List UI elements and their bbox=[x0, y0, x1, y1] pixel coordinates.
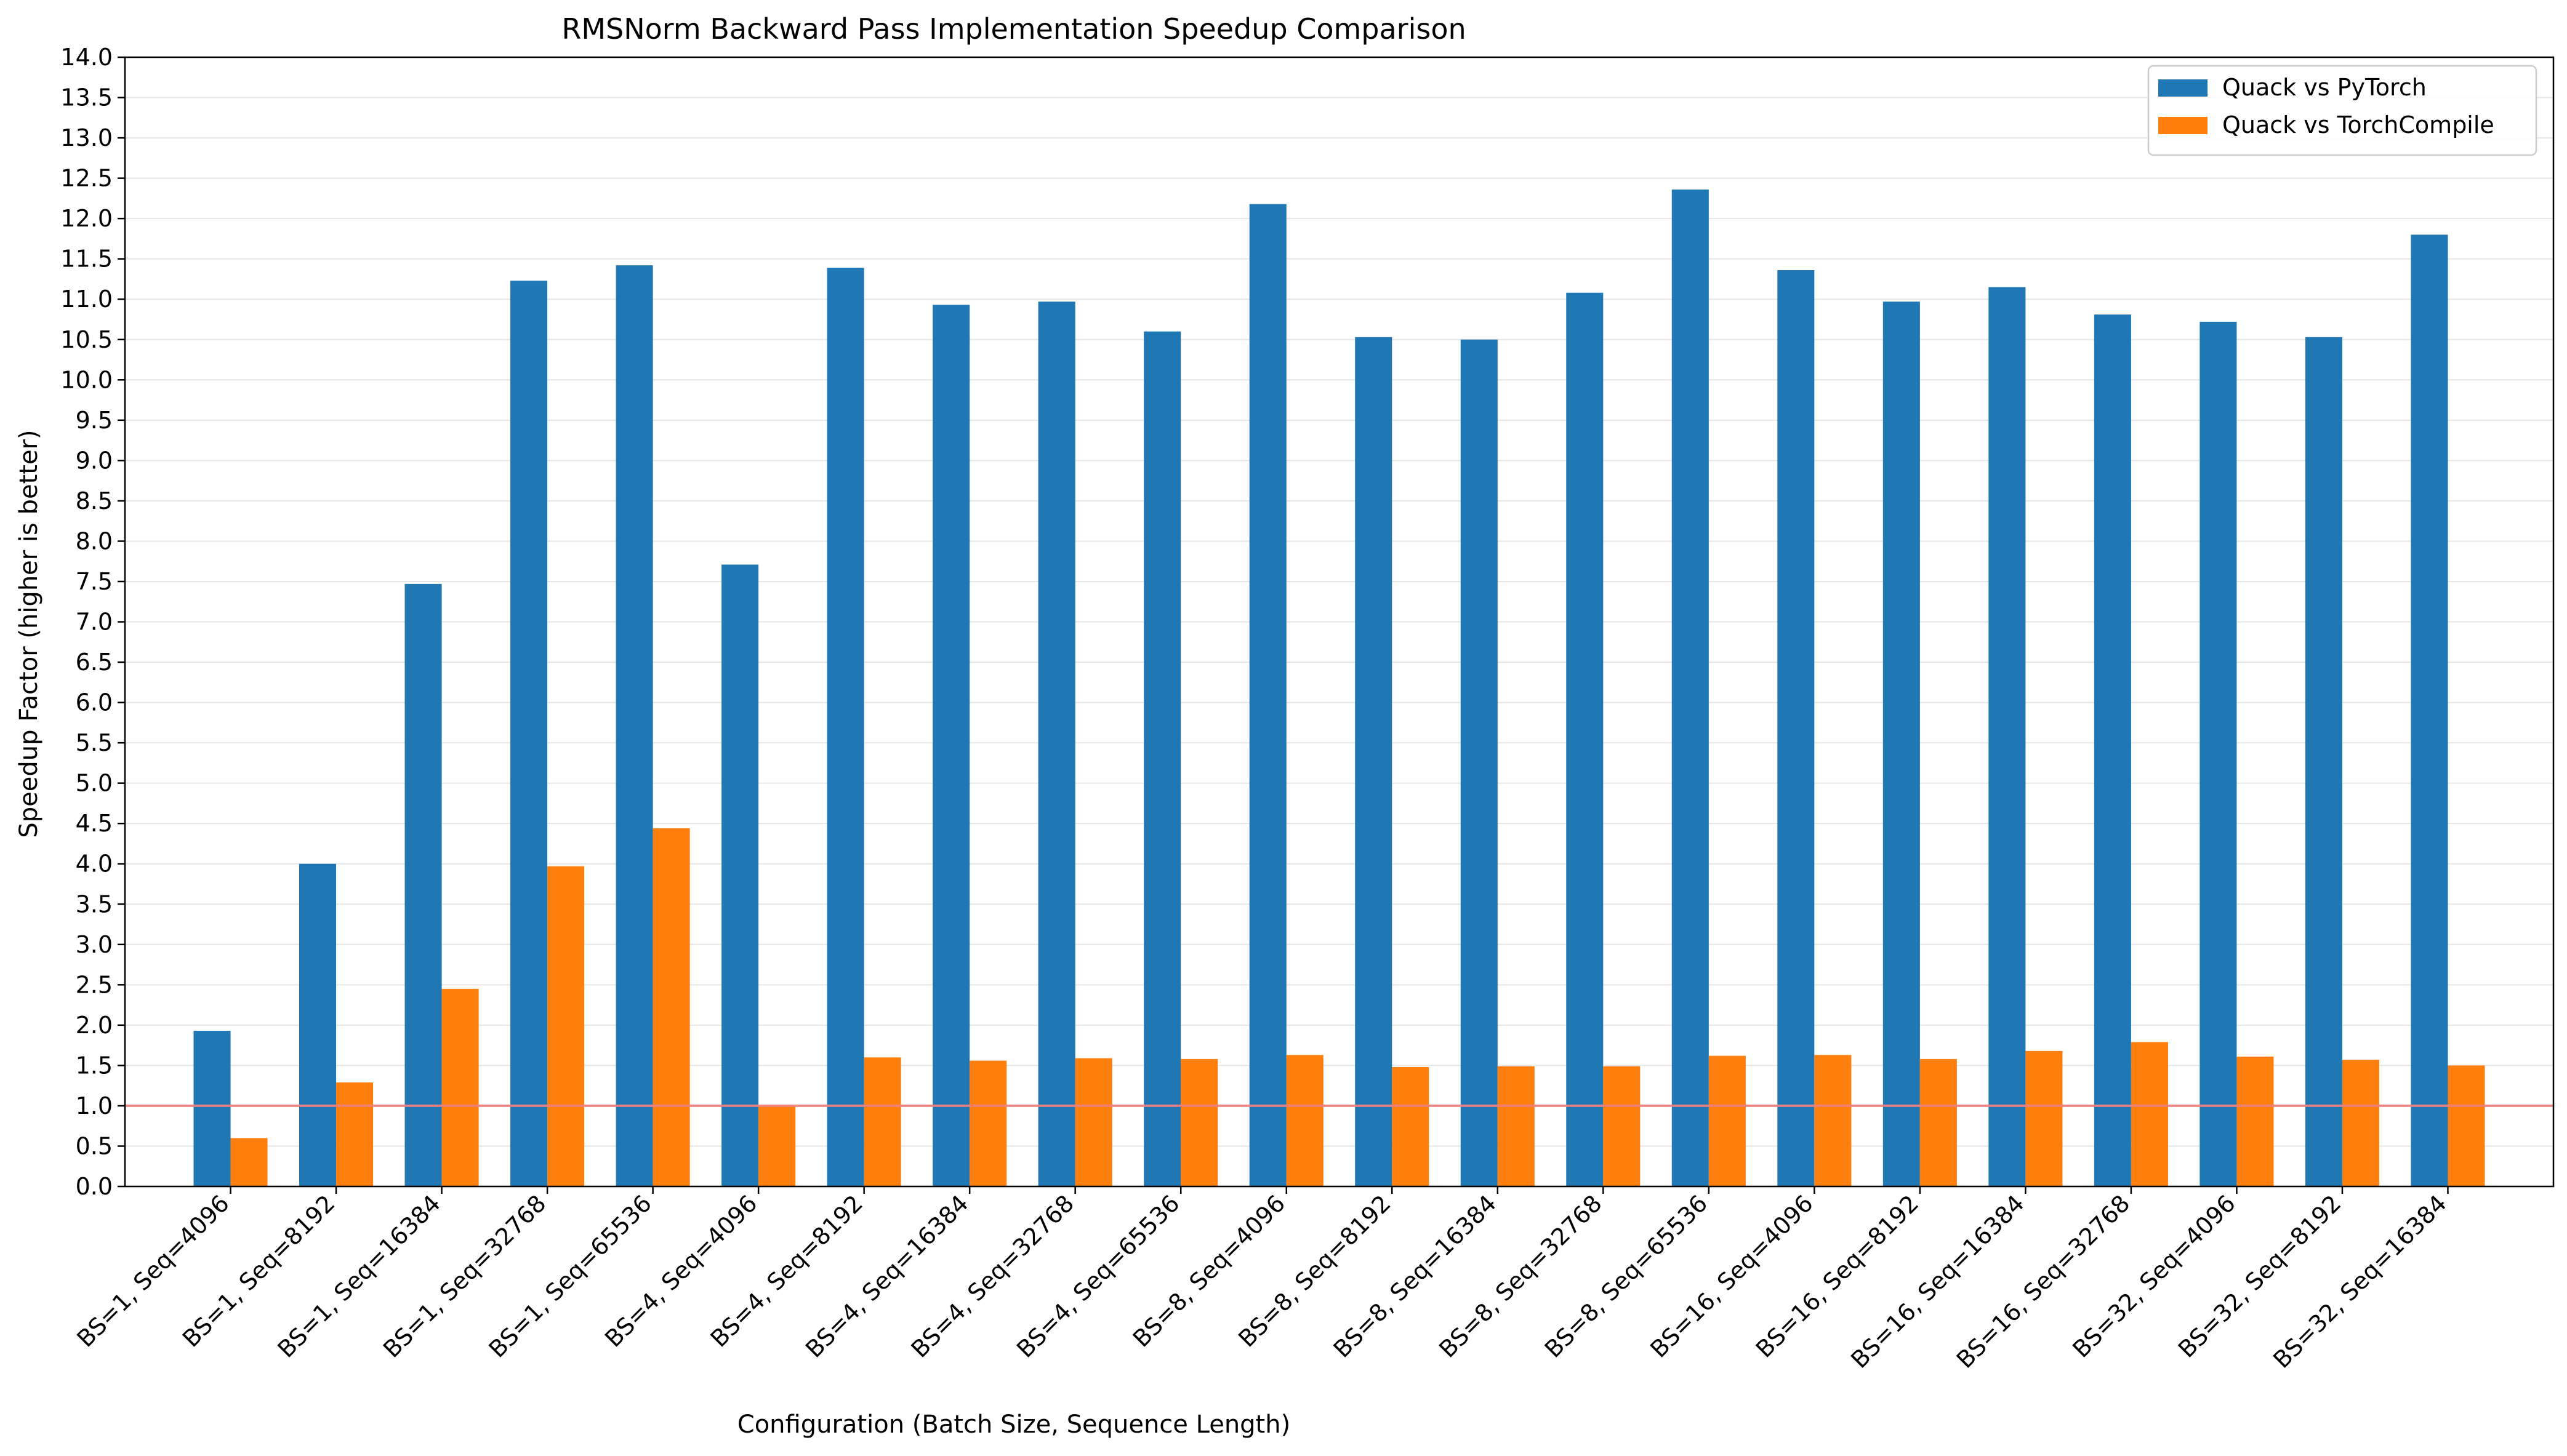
bar-pytorch bbox=[1777, 270, 1815, 1186]
bar-pytorch bbox=[1249, 204, 1287, 1186]
bar-torchcompile bbox=[1392, 1067, 1429, 1186]
bar-torchcompile bbox=[1814, 1055, 1852, 1186]
bar-pytorch bbox=[299, 863, 337, 1186]
bar-torchcompile bbox=[1919, 1058, 1957, 1186]
bar-pytorch bbox=[1460, 339, 1498, 1186]
bar-torchcompile bbox=[2236, 1056, 2274, 1186]
bar-pytorch bbox=[1144, 331, 1181, 1187]
bar-torchcompile bbox=[653, 828, 690, 1186]
y-tick-label: 2.5 bbox=[76, 971, 113, 998]
bar-pytorch bbox=[721, 564, 759, 1186]
bar-pytorch bbox=[1355, 337, 1392, 1186]
y-tick-label: 3.0 bbox=[76, 931, 113, 958]
y-tick-label: 13.5 bbox=[60, 84, 113, 111]
legend-swatch bbox=[2158, 79, 2207, 97]
legend: Quack vs PyTorch Quack vs TorchCompile bbox=[2147, 65, 2537, 156]
y-tick-label: 1.5 bbox=[76, 1052, 113, 1079]
y-tick-label: 6.5 bbox=[76, 649, 113, 676]
bar-pytorch bbox=[2305, 337, 2342, 1186]
bar-pytorch bbox=[2094, 314, 2131, 1186]
chart-title: RMSNorm Backward Pass Implementation Spe… bbox=[561, 12, 1466, 46]
bar-torchcompile bbox=[1181, 1058, 1218, 1186]
bar-pytorch bbox=[404, 583, 442, 1186]
y-tick-label: 8.5 bbox=[76, 487, 113, 514]
bar-pytorch bbox=[1566, 292, 1604, 1187]
y-tick-label: 7.5 bbox=[76, 568, 113, 595]
y-tick-label: 7.0 bbox=[76, 609, 113, 636]
y-tick-label: 5.0 bbox=[76, 770, 113, 797]
y-tick-label: 11.5 bbox=[60, 246, 113, 273]
y-axis-ticks: 0.0 0.5 1.0 1.5 2.0 2.5 3.0 3.5 4.0 4.5 5.0 5.5 6.0 6… bbox=[60, 44, 125, 1200]
bar-pytorch bbox=[616, 265, 653, 1186]
y-tick-label: 0.0 bbox=[76, 1173, 113, 1200]
bar-pytorch bbox=[193, 1031, 231, 1186]
bar-pytorch bbox=[933, 305, 970, 1186]
bar-torchcompile bbox=[864, 1057, 901, 1186]
y-tick-label: 14.0 bbox=[60, 44, 113, 71]
y-tick-label: 10.0 bbox=[60, 366, 113, 393]
y-tick-label: 4.0 bbox=[76, 850, 113, 878]
bar-torchcompile bbox=[1075, 1058, 1112, 1186]
legend-label: Quack vs TorchCompile bbox=[2222, 111, 2494, 138]
bar-pytorch bbox=[827, 268, 864, 1186]
bar-torchcompile bbox=[970, 1060, 1007, 1186]
bar-torchcompile bbox=[1497, 1066, 1535, 1186]
y-tick-label: 4.5 bbox=[76, 810, 113, 837]
bar-torchcompile bbox=[2131, 1042, 2168, 1186]
bar-torchcompile bbox=[1708, 1055, 1746, 1186]
bar-torchcompile bbox=[1286, 1055, 1324, 1186]
bar-pytorch bbox=[1671, 189, 1709, 1186]
y-tick-label: 8.0 bbox=[76, 527, 113, 554]
y-tick-label: 11.0 bbox=[60, 286, 113, 313]
y-tick-label: 0.5 bbox=[76, 1132, 113, 1159]
bar-torchcompile bbox=[336, 1082, 374, 1186]
y-tick-label: 3.5 bbox=[76, 890, 113, 918]
bar-pytorch bbox=[1882, 302, 1920, 1186]
y-tick-label: 1.0 bbox=[76, 1092, 113, 1119]
bar-pytorch bbox=[2199, 321, 2237, 1186]
bar-torchcompile bbox=[230, 1138, 268, 1186]
y-tick-label: 13.0 bbox=[60, 124, 113, 151]
y-tick-label: 12.5 bbox=[60, 165, 113, 192]
bar-torchcompile bbox=[1603, 1066, 1641, 1186]
bar-torchcompile bbox=[2448, 1065, 2485, 1186]
x-axis-label: Configuration (Batch Size, Sequence Leng… bbox=[737, 1410, 1290, 1439]
bar-marks bbox=[193, 189, 2485, 1187]
y-tick-label: 10.5 bbox=[60, 326, 113, 353]
y-tick-label: 6.0 bbox=[76, 689, 113, 716]
legend-box bbox=[2147, 65, 2537, 156]
y-tick-label: 2.0 bbox=[76, 1012, 113, 1039]
y-tick-label: 9.0 bbox=[76, 447, 113, 474]
y-tick-label: 5.5 bbox=[76, 729, 113, 756]
bar-torchcompile bbox=[758, 1105, 796, 1186]
bar-torchcompile bbox=[441, 988, 479, 1186]
legend-label: Quack vs PyTorch bbox=[2222, 74, 2427, 101]
bar-pytorch bbox=[2411, 234, 2448, 1186]
bar-pytorch bbox=[1038, 302, 1075, 1186]
y-axis-label: Speedup Factor (higher is better) bbox=[15, 430, 43, 838]
bar-torchcompile bbox=[547, 866, 585, 1186]
bar-torchcompile bbox=[2025, 1050, 2063, 1186]
bar-pytorch bbox=[1988, 287, 2026, 1186]
bar-pytorch bbox=[510, 281, 548, 1186]
bar-torchcompile bbox=[2342, 1060, 2379, 1186]
y-tick-label: 9.5 bbox=[76, 407, 113, 434]
legend-swatch bbox=[2158, 117, 2207, 134]
y-tick-label: 12.0 bbox=[60, 205, 113, 232]
